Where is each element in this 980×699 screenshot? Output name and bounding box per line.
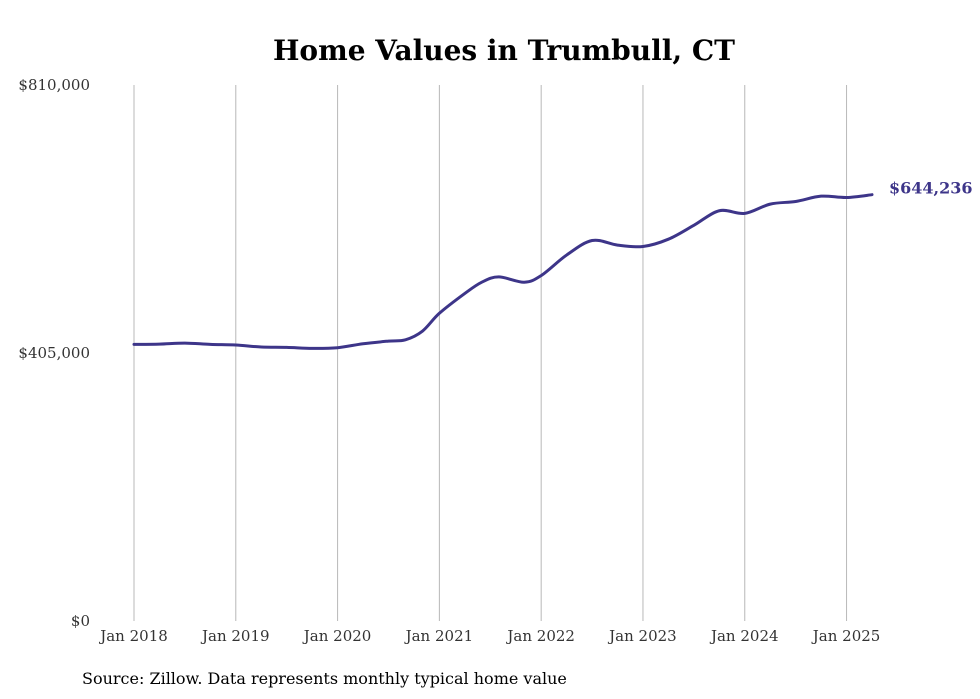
series-line-home-value xyxy=(132,193,874,350)
x-tick-label: Jan 2023 xyxy=(607,627,677,645)
grid-lines xyxy=(133,85,848,621)
x-tick-label: Jan 2019 xyxy=(200,627,270,645)
source-note: Source: Zillow. Data represents monthly … xyxy=(82,669,567,688)
y-axis: $0 $405,000 $810,000 xyxy=(18,76,90,630)
x-tick-label: Jan 2025 xyxy=(811,627,881,645)
x-tick-label: Jan 2020 xyxy=(302,627,372,645)
chart-title: Home Values in Trumbull, CT xyxy=(273,34,735,67)
x-tick-label: Jan 2018 xyxy=(98,627,168,645)
end-value-label: $644,236 xyxy=(889,179,973,198)
x-axis: Jan 2018 Jan 2019 Jan 2020 Jan 2021 Jan 2022… xyxy=(98,627,880,645)
y-tick-label: $405,000 xyxy=(18,344,90,362)
y-tick-label: $0 xyxy=(71,612,90,630)
x-tick-label: Jan 2022 xyxy=(505,627,575,645)
x-tick-label: Jan 2021 xyxy=(404,627,474,645)
y-tick-label: $810,000 xyxy=(18,76,90,94)
x-tick-label: Jan 2024 xyxy=(709,627,779,645)
